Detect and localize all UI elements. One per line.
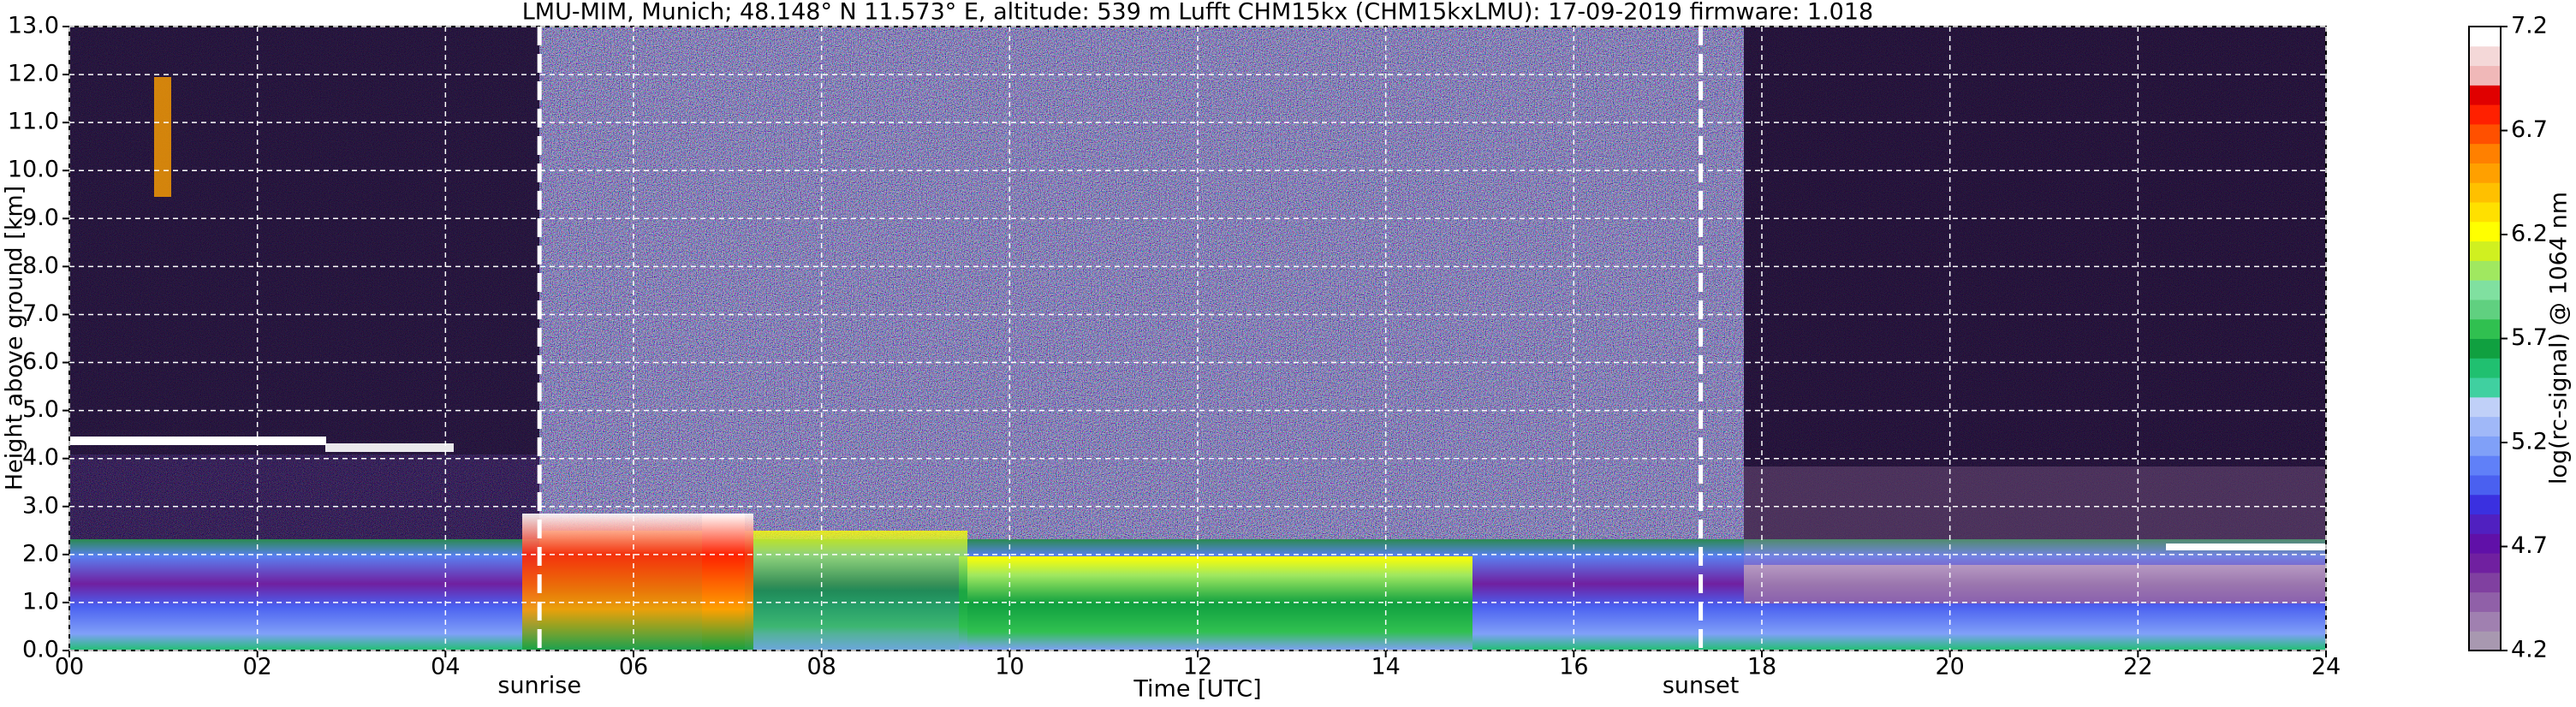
x-tick-label: 16 (1559, 654, 1588, 680)
colorbar-tick-label: 4.7 (2511, 532, 2548, 559)
x-tick-label: 08 (806, 654, 836, 680)
colorbar-tick-label: 6.7 (2511, 116, 2548, 143)
y-tick-label: 13.0 (8, 13, 59, 39)
colorbar-segment (2469, 27, 2501, 47)
x-tick-label: 18 (1747, 654, 1776, 680)
annotation-label: sunset (1663, 673, 1740, 699)
x-tick-label: 12 (1183, 654, 1212, 680)
colorbar-segment (2469, 123, 2501, 145)
colorbar-segment (2469, 221, 2501, 242)
colorbar-segment (2469, 514, 2501, 534)
y-tick-label: 5.0 (22, 396, 59, 423)
y-axis-label: Height above ground [km] (2, 186, 28, 490)
x-tick-label: 20 (1935, 654, 1964, 680)
y-tick-label: 10.0 (8, 157, 59, 183)
colorbar-segment (2469, 299, 2501, 320)
y-tick-label: 11.0 (8, 109, 59, 135)
colorbar-segment (2469, 318, 2501, 339)
colorbar-segment (2469, 436, 2501, 456)
colorbar-tick-label: 7.2 (2511, 13, 2548, 39)
colorbar-segment (2469, 45, 2501, 67)
colorbar-segment (2469, 202, 2501, 223)
x-axis-label: Time [UTC] (1133, 676, 1261, 703)
colorbar-segment (2469, 85, 2501, 105)
colorbar-segment (2469, 474, 2501, 496)
colorbar-segment (2469, 631, 2501, 651)
x-tick-label: 02 (242, 654, 271, 680)
x-tick-label: 22 (2123, 654, 2152, 680)
colorbar-segment (2469, 182, 2501, 203)
colorbar-segment (2469, 591, 2501, 612)
colorbar-tick-label: 5.2 (2511, 429, 2548, 455)
colorbar-segment (2469, 143, 2501, 163)
colorbar-segment (2469, 396, 2501, 418)
colorbar-tick-label: 5.7 (2511, 324, 2548, 351)
colorbar-segment (2469, 553, 2501, 573)
colorbar-segment (2469, 572, 2501, 593)
colorbar-segment (2469, 65, 2501, 86)
colorbar-segment (2469, 611, 2501, 632)
y-tick-label: 8.0 (22, 253, 59, 279)
y-tick-label: 7.0 (22, 300, 59, 327)
colorbar-segment (2469, 377, 2501, 398)
chart-title: LMU-MIM, Munich; 48.148° N 11.573° E, al… (522, 0, 1873, 26)
colorbar-segment (2469, 280, 2501, 300)
colorbar-tick-label: 4.2 (2511, 637, 2548, 663)
y-tick-label: 9.0 (22, 205, 59, 231)
colorbar-segment (2469, 416, 2501, 437)
x-tick-label: 10 (995, 654, 1024, 680)
colorbar-segment (2469, 163, 2501, 183)
colorbar-segment (2469, 338, 2501, 359)
colorbar-segment (2469, 455, 2501, 476)
y-tick-label: 2.0 (22, 540, 59, 567)
colorbar-segment (2469, 241, 2501, 261)
colorbar-label: log(rc-signal) @ 1064 nm (2546, 192, 2573, 484)
colorbar-segment (2469, 260, 2501, 281)
colorbar-segment (2469, 358, 2501, 378)
y-tick-label: 6.0 (22, 348, 59, 375)
x-tick-label: 06 (619, 654, 648, 680)
y-tick-label: 4.0 (22, 444, 59, 471)
x-tick-label: 00 (55, 654, 84, 680)
x-tick-label: 04 (431, 654, 460, 680)
colorbar-segment (2469, 494, 2501, 515)
colorbar (2469, 27, 2501, 651)
y-tick-label: 1.0 (22, 588, 59, 615)
y-tick-label: 0.0 (22, 637, 59, 663)
colorbar-segment (2469, 533, 2501, 554)
colorbar-tick-label: 6.2 (2511, 221, 2548, 247)
x-tick-label: 24 (2311, 654, 2341, 680)
y-tick-label: 3.0 (22, 492, 59, 519)
colorbar-segment (2469, 104, 2501, 125)
annotation-label: sunrise (497, 673, 581, 699)
y-tick-label: 12.0 (8, 61, 59, 87)
x-tick-label: 14 (1371, 654, 1400, 680)
